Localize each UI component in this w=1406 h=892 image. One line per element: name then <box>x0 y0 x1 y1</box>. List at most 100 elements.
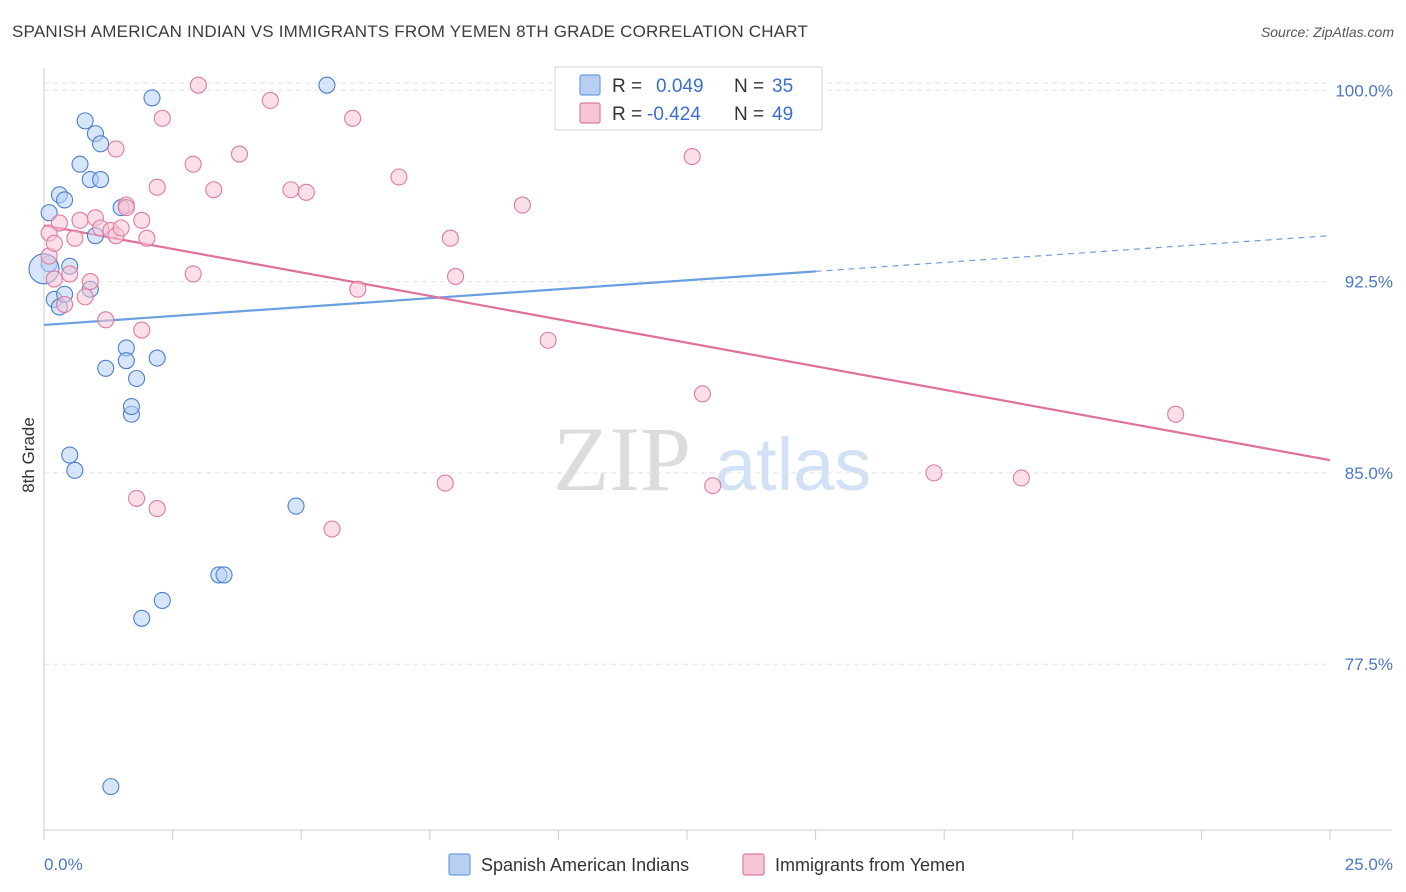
data-point-series-2-37 <box>349 280 367 298</box>
data-point-series-1-8 <box>61 446 79 464</box>
data-point-series-2-33 <box>282 181 300 199</box>
data-point-series-1-27 <box>143 89 161 107</box>
legend-swatch-series-2 <box>579 102 601 124</box>
data-point-series-1-31 <box>215 566 233 584</box>
trend-lines <box>43 224 1331 462</box>
data-point-series-2-45 <box>693 385 711 403</box>
data-point-series-2-19 <box>117 199 135 217</box>
data-point-series-2-35 <box>323 520 341 538</box>
trend-line-series-2 <box>43 224 1331 462</box>
data-point-series-2-49 <box>1167 405 1185 423</box>
data-point-series-2-29 <box>189 76 207 94</box>
data-point-series-2-30 <box>205 181 223 199</box>
data-point-series-2-48 <box>1012 469 1030 487</box>
y-tick-label-0: 77.5% <box>1345 655 1393 674</box>
legend-r-value-1: 0.049 <box>656 76 704 97</box>
data-point-series-1-28 <box>148 349 166 367</box>
data-point-series-1-16 <box>92 135 110 153</box>
data-point-series-2-31 <box>230 145 249 163</box>
data-point-series-2-42 <box>513 196 531 214</box>
y-tick-label-1: 85.0% <box>1345 464 1393 483</box>
data-point-series-1-9 <box>66 461 84 479</box>
data-point-series-2-13 <box>97 311 115 329</box>
data-point-series-1-25 <box>128 369 146 388</box>
watermark: ZIP atlas <box>553 408 871 510</box>
y-tick-labels: 77.5% 85.0% 92.5% 100.0% <box>1335 81 1393 674</box>
bottom-legend: Spanish American Indians Immigrants from… <box>448 853 965 876</box>
legend-n-value-1: 35 <box>772 76 793 97</box>
data-point-series-1-11 <box>76 112 94 130</box>
bottom-legend-label-2: Immigrants from Yemen <box>775 855 965 875</box>
legend-n-label-2: N = <box>734 104 764 125</box>
data-point-series-2-3 <box>45 270 63 288</box>
chart-source: Source: ZipAtlas.com <box>1260 24 1394 40</box>
data-point-series-2-22 <box>133 211 151 229</box>
grid-lines <box>44 82 1330 665</box>
data-point-series-2-28 <box>184 155 202 173</box>
watermark-atlas: atlas <box>715 423 871 506</box>
data-point-series-2-46 <box>704 477 722 495</box>
data-point-series-2-17 <box>112 219 130 237</box>
axes <box>43 68 1392 840</box>
trend-line-series-1 <box>43 270 816 327</box>
data-point-series-2-38 <box>390 168 408 186</box>
data-point-series-1-1 <box>40 204 58 222</box>
data-point-series-2-4 <box>50 214 68 232</box>
data-point-series-1-10 <box>71 155 89 173</box>
chart-title: SPANISH AMERICAN INDIAN VS IMMIGRANTS FR… <box>12 22 809 41</box>
data-point-series-2-44 <box>683 148 701 166</box>
data-point-series-2-23 <box>138 229 156 247</box>
data-point-series-2-9 <box>76 288 94 306</box>
data-point-series-2-36 <box>344 109 362 127</box>
data-point-series-1-19 <box>102 778 120 796</box>
data-point-series-2-32 <box>261 91 279 110</box>
data-point-series-1-18 <box>97 359 115 377</box>
data-point-series-2-26 <box>153 109 171 127</box>
data-point-series-2-6 <box>61 265 79 283</box>
data-point-series-2-43 <box>539 331 557 349</box>
data-point-series-1-24 <box>122 398 140 416</box>
data-point-series-2-20 <box>128 489 146 507</box>
bottom-legend-swatch-2 <box>742 853 765 876</box>
data-point-series-2-41 <box>446 267 465 286</box>
data-point-series-2-34 <box>297 183 315 201</box>
data-point-series-2-27 <box>184 265 202 283</box>
trend-line-dashed-series-1 <box>815 235 1331 272</box>
data-points <box>28 76 1185 796</box>
data-point-series-1-17 <box>92 170 110 189</box>
data-point-series-2-39 <box>436 474 454 492</box>
y-tick-label-3: 100.0% <box>1335 81 1393 100</box>
x-tick-labels: 0.0% 25.0% <box>44 855 1393 874</box>
data-point-series-1-26 <box>133 609 151 627</box>
x-tick-label-1: 25.0% <box>1345 855 1393 874</box>
bottom-legend-label-1: Spanish American Indians <box>481 855 689 875</box>
data-point-series-2-7 <box>66 229 84 247</box>
data-point-series-2-25 <box>148 178 166 196</box>
data-point-series-1-22 <box>117 352 135 370</box>
data-point-series-2-5 <box>56 295 74 314</box>
y-axis-label: 8th Grade <box>19 417 38 493</box>
top-legend: R = 0.049 N = 35 R = -0.424 N = 49 <box>554 66 823 131</box>
legend-n-value-2: 49 <box>772 104 793 125</box>
data-point-series-1-5 <box>56 191 74 209</box>
legend-swatch-series-1 <box>579 74 601 96</box>
data-point-series-1-29 <box>153 591 171 609</box>
legend-r-label-1: R = <box>612 76 642 97</box>
data-point-series-2-10 <box>81 273 99 291</box>
data-point-series-2-21 <box>133 321 151 339</box>
data-point-series-2-2 <box>45 234 63 252</box>
data-point-series-1-32 <box>287 497 305 515</box>
y-tick-label-2: 92.5% <box>1345 273 1393 292</box>
legend-n-label-1: N = <box>734 76 764 97</box>
watermark-zip: ZIP <box>553 408 691 510</box>
bottom-legend-swatch-1 <box>448 853 471 876</box>
data-point-series-2-8 <box>71 211 89 229</box>
data-point-series-2-15 <box>107 140 125 158</box>
data-point-series-1-33 <box>318 76 336 94</box>
data-point-series-2-40 <box>441 229 459 247</box>
data-point-series-2-47 <box>925 464 943 482</box>
data-point-series-2-24 <box>148 500 166 518</box>
legend-r-label-2: R = <box>612 104 642 125</box>
legend-r-value-2: -0.424 <box>647 104 701 125</box>
